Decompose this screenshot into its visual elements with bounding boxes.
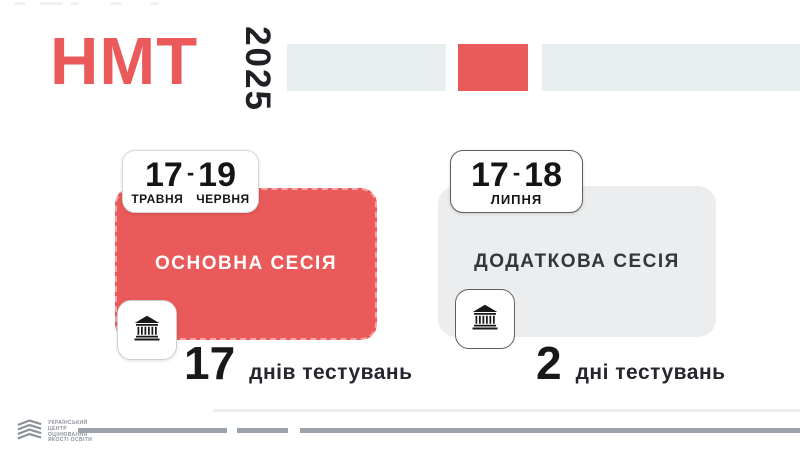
main-session-stat-number: 17 <box>184 337 236 389</box>
footer-faint-line <box>213 409 800 412</box>
date-month-from: ТРАВНЯ <box>131 192 184 206</box>
books-stack-icon <box>16 418 43 447</box>
org-name-line: УКРАЇНСЬКИЙ <box>48 419 88 426</box>
main-session-stat-label: днів тестувань <box>249 361 413 384</box>
bank-icon <box>132 313 162 348</box>
main-session-date-badge: 17 - 19 ТРАВНЯ ЧЕРВНЯ <box>122 150 259 213</box>
date-month-to: ЧЕРВНЯ <box>196 192 250 206</box>
header-bar-segment-accent <box>458 44 528 91</box>
footer-bar-segment <box>300 428 800 433</box>
date-day-from: 17 <box>471 155 509 194</box>
additional-session-icon-box <box>455 289 515 349</box>
org-name-line: ЯКОСТІ ОСВІТИ <box>48 437 93 444</box>
brand-title: НМТ <box>50 24 199 99</box>
header-bar-segment <box>287 44 446 91</box>
date-range: 17 - 19 <box>145 158 236 192</box>
additional-session-stat-label: дні тестувань <box>575 361 726 384</box>
date-dash: - <box>186 160 195 185</box>
top-edge-dash <box>150 2 159 5</box>
footer-bar-segment <box>78 428 227 433</box>
main-session-icon-box <box>117 300 177 360</box>
date-month: ЛИПНЯ <box>490 191 543 207</box>
date-range: 17 - 18 <box>471 158 562 192</box>
date-dash: - <box>512 159 521 185</box>
org-name-line: ОЦІНЮВАННЯ <box>48 431 88 438</box>
org-name-line: ЦЕНТР <box>48 425 67 432</box>
additional-session-stat: 2 дні тестувань <box>536 340 726 386</box>
header-bar-segment <box>542 44 800 91</box>
top-edge-dash <box>71 2 79 5</box>
org-name: УКРАЇНСЬКИЙ ЦЕНТР ОЦІНЮВАННЯ ЯКОСТІ ОСВІ… <box>48 419 93 444</box>
org-logo: УКРАЇНСЬКИЙ ЦЕНТР ОЦІНЮВАННЯ ЯКОСТІ ОСВІ… <box>16 418 92 447</box>
brand-year-vertical: 2025 <box>238 26 277 112</box>
date-months: ТРАВНЯ ЧЕРВНЯ <box>131 193 249 205</box>
additional-session-stat-number: 2 <box>536 337 562 389</box>
additional-session-title: ДОДАТКОВА СЕСІЯ <box>474 250 680 272</box>
date-day-to: 19 <box>198 156 236 194</box>
top-edge-dash <box>40 2 63 5</box>
bank-icon <box>470 302 500 337</box>
main-session-stat: 17 днів тестувань <box>184 340 413 386</box>
top-edge-dash <box>110 2 122 5</box>
date-day-from: 17 <box>145 156 183 194</box>
date-day-to: 18 <box>524 155 562 194</box>
additional-session-date-badge: 17 - 18 ЛИПНЯ <box>450 150 583 213</box>
footer-bar-segment <box>237 428 288 433</box>
main-session-title: ОСНОВНА СЕСІЯ <box>155 253 337 274</box>
top-edge-dash <box>14 2 25 5</box>
